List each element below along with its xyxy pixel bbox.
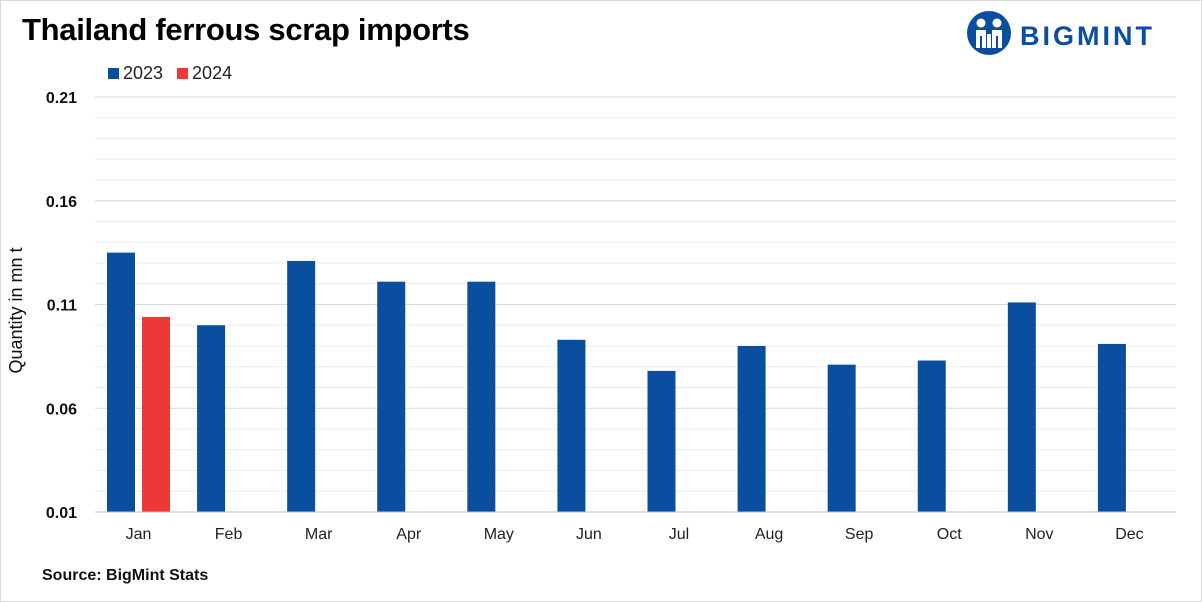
source-note: Source: BigMint Stats: [42, 567, 209, 584]
bar-2023-apr: [377, 281, 406, 512]
x-tick-label: Nov: [1025, 526, 1053, 543]
y-tick-label: 0.21: [46, 90, 77, 107]
legend-swatch-2024: [177, 68, 189, 79]
legend-item-2024: 2024: [177, 63, 232, 84]
x-tick-label: Mar: [305, 526, 333, 543]
bar-2023-dec: [1097, 343, 1126, 512]
bar-2024-jan: [142, 316, 170, 512]
x-tick-label: Feb: [215, 526, 243, 543]
bigmint-logo-icon: [967, 11, 1011, 55]
x-tick-label: Aug: [755, 526, 783, 543]
legend-swatch-2023: [108, 68, 119, 79]
legend-label-2024: 2024: [192, 63, 233, 83]
y-tick-label: 0.11: [47, 298, 77, 315]
bar-2023-oct: [917, 360, 946, 512]
bar-2023-may: [467, 281, 496, 512]
legend-label-2023: 2023: [123, 63, 164, 83]
x-tick-label: Jan: [126, 526, 152, 543]
y-axis-label: Quantity in mn t: [6, 247, 26, 373]
bar-2023-nov: [1007, 302, 1036, 512]
bars: [107, 252, 1126, 512]
grid-lines: [95, 96, 1176, 492]
x-tick-label: Sep: [845, 526, 874, 543]
y-axis-ticks: 0.01 0.06 0.11 0.16 0.21: [46, 90, 77, 522]
chart-legend: 2023 2024: [108, 63, 232, 84]
x-tick-label: Dec: [1115, 526, 1143, 543]
logo-text: BIGMINT: [1020, 21, 1155, 51]
bar-2023-jun: [557, 339, 586, 512]
bar-2023-jan: [107, 252, 135, 512]
x-tick-label: Oct: [937, 526, 962, 543]
y-tick-label: 0.06: [46, 401, 77, 418]
x-tick-label: Jul: [669, 526, 689, 543]
y-tick-label: 0.16: [46, 194, 77, 211]
bar-2023-sep: [827, 364, 856, 512]
legend-item-2023: 2023: [108, 63, 163, 84]
x-tick-label: May: [484, 526, 514, 543]
x-tick-label: Apr: [396, 526, 422, 543]
chart-title: Thailand ferrous scrap imports: [22, 12, 470, 47]
bar-2023-aug: [737, 346, 766, 512]
bar-2023-jul: [647, 370, 676, 512]
bar-2023-mar: [287, 260, 316, 512]
x-axis-ticks: Jan Feb Mar Apr May Jun Jul Aug Sep Oct Nov Dec: [126, 526, 1144, 543]
x-tick-label: Jun: [576, 526, 602, 543]
bigmint-logo: BIGMINT: [964, 8, 1188, 58]
y-tick-label: 0.01: [46, 505, 77, 522]
bar-2023-feb: [197, 325, 226, 512]
